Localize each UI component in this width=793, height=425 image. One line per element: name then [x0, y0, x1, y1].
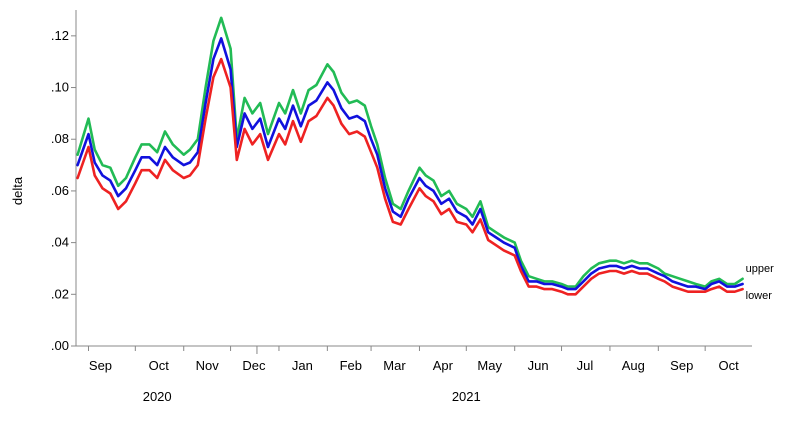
- series-label-upper: upper: [746, 263, 774, 275]
- series-line-upper: [76, 16, 744, 288]
- year-label: 2021: [452, 389, 481, 404]
- series-line-lower: [76, 57, 744, 296]
- y-axis-title: delta: [10, 176, 25, 205]
- y-tick-label: .00: [51, 338, 69, 353]
- x-tick-label: Jun: [528, 358, 549, 373]
- x-tick-label: May: [477, 358, 502, 373]
- y-tick-label: .10: [51, 80, 69, 95]
- x-tick-label: Dec: [242, 358, 266, 373]
- axes: .00 .02 .04 .06 .08 .10 .12 Sep Oct Nov Dec Jan Feb M…: [51, 10, 752, 404]
- x-tick-label: Feb: [340, 358, 362, 373]
- x-tick-label: Jan: [292, 358, 313, 373]
- series-line-middle: [76, 37, 744, 291]
- y-tick-label: .12: [51, 28, 69, 43]
- x-tick-label: Mar: [383, 358, 406, 373]
- y-tick-label: .08: [51, 131, 69, 146]
- year-label: 2020: [143, 389, 172, 404]
- x-tick-label: Sep: [670, 358, 693, 373]
- x-tick-label: Aug: [622, 358, 645, 373]
- x-tick-label: Oct: [149, 358, 170, 373]
- x-tick-label: Nov: [196, 358, 220, 373]
- x-tick-label: Apr: [433, 358, 454, 373]
- series-label-lower: lower: [746, 290, 773, 302]
- x-tick-label: Jul: [577, 358, 594, 373]
- plot-area: upper lower: [76, 16, 774, 302]
- x-tick-label: Sep: [89, 358, 112, 373]
- x-tick-label: Oct: [718, 358, 739, 373]
- y-tick-label: .04: [51, 235, 69, 250]
- y-tick-label: .06: [51, 183, 69, 198]
- y-tick-label: .02: [51, 286, 69, 301]
